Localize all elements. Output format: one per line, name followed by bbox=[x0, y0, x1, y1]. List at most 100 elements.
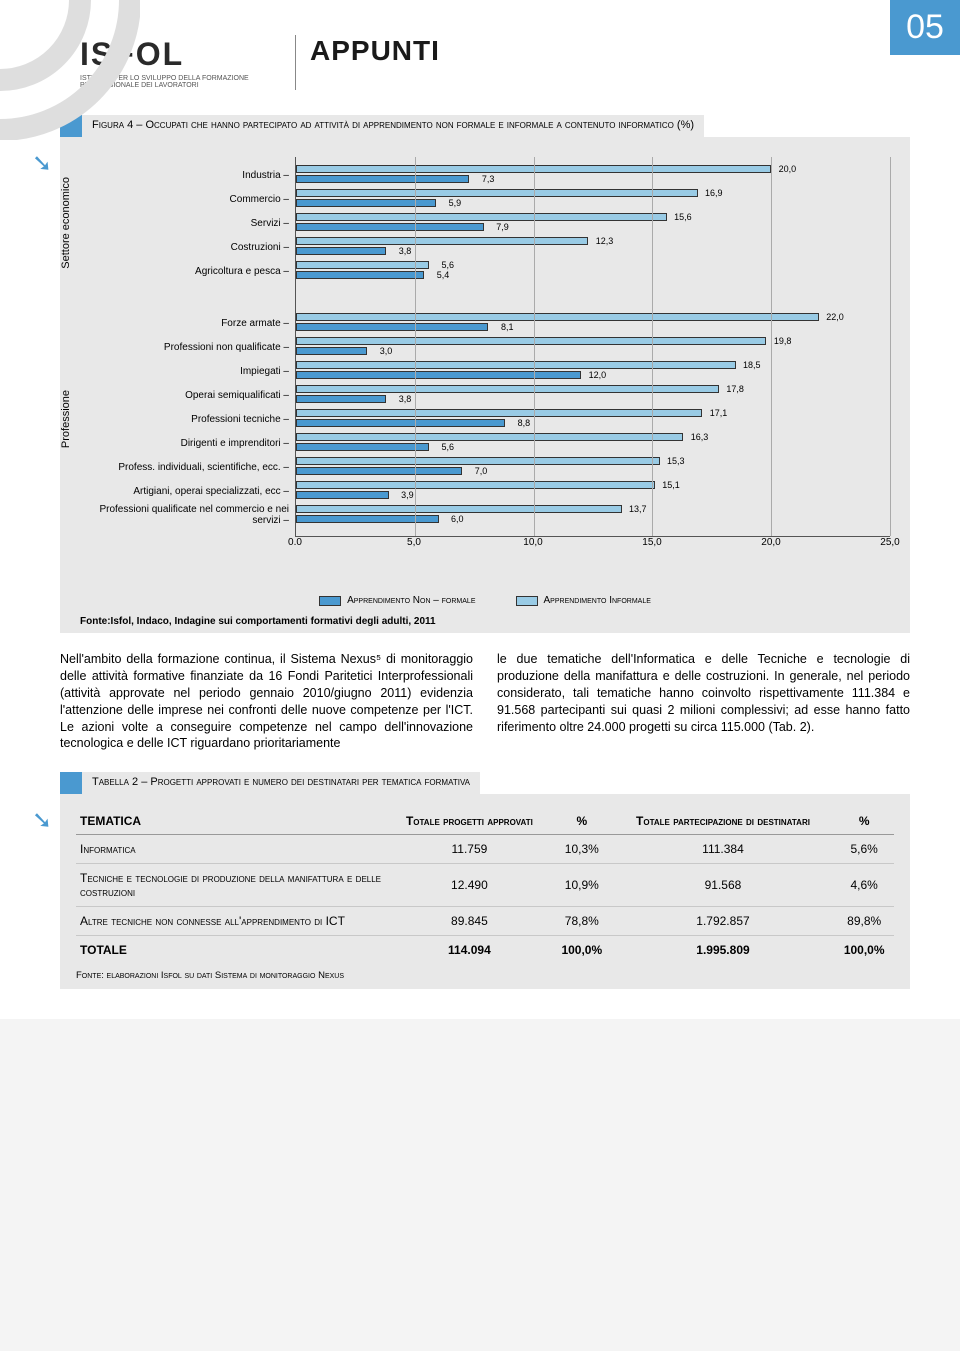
bar-informale: 12,3 bbox=[296, 237, 588, 245]
y-axis-group-label: Settore economico bbox=[60, 177, 72, 269]
table-cell: 89.845 bbox=[387, 907, 552, 936]
table-cell: 10,3% bbox=[552, 835, 612, 864]
table-row: Altre tecniche non connesse all'apprendi… bbox=[76, 907, 894, 936]
bar-value: 16,9 bbox=[705, 188, 723, 198]
table-cell: 111.384 bbox=[612, 835, 835, 864]
table-caption: Tabella 2 – Progetti approvati e numero … bbox=[82, 772, 480, 794]
category-label: Profess. individuali, scientifiche, ecc.… bbox=[95, 455, 295, 479]
table-cell: 89,8% bbox=[834, 907, 894, 936]
table-row: Tecniche e tecnologie di produzione dell… bbox=[76, 864, 894, 907]
bar-informale: 13,7 bbox=[296, 505, 622, 513]
bar-value: 5,9 bbox=[449, 198, 462, 208]
bar-value: 3,8 bbox=[399, 246, 412, 256]
table-cell: 4,6% bbox=[834, 864, 894, 907]
bar-informale: 19,8 bbox=[296, 337, 766, 345]
y-axis-group-label: Professione bbox=[60, 390, 72, 448]
x-tick: 25,0 bbox=[880, 537, 899, 548]
corner-ornament bbox=[0, 0, 140, 140]
bar-informale: 18,5 bbox=[296, 361, 736, 369]
bar-nonformale: 5,6 bbox=[296, 443, 429, 451]
category-label: Operai semiqualificati – bbox=[95, 383, 295, 407]
table-row: TOTALE114.094100,0%1.995.809100,0% bbox=[76, 936, 894, 965]
category-label: Professioni qualificate nel commercio e … bbox=[95, 503, 295, 527]
table-cell: TOTALE bbox=[76, 936, 387, 965]
bar-value: 17,1 bbox=[710, 408, 728, 418]
bar-informale: 16,3 bbox=[296, 433, 683, 441]
category-label: Servizi – bbox=[95, 211, 295, 235]
bar-nonformale: 8,8 bbox=[296, 419, 505, 427]
title-divider bbox=[295, 35, 296, 90]
figure-arrow-icon: ➘ bbox=[32, 149, 52, 178]
page-number: 05 bbox=[890, 0, 960, 55]
bar-nonformale: 5,4 bbox=[296, 271, 424, 279]
table-header: % bbox=[834, 808, 894, 835]
table-2: Tabella 2 – Progetti approvati e numero … bbox=[60, 772, 910, 989]
x-tick: 0.0 bbox=[288, 537, 302, 548]
bar-informale: 16,9 bbox=[296, 189, 698, 197]
bar-value: 12,3 bbox=[596, 236, 614, 246]
bar-value: 3,0 bbox=[380, 346, 393, 356]
section-title: APPUNTI bbox=[310, 35, 440, 71]
bar-nonformale: 8,1 bbox=[296, 323, 488, 331]
bar-nonformale: 3,0 bbox=[296, 347, 367, 355]
table-cell: 12.490 bbox=[387, 864, 552, 907]
bar-nonformale: 3,9 bbox=[296, 491, 389, 499]
bar-informale: 15,3 bbox=[296, 457, 660, 465]
legend-inf: Apprendimento Informale bbox=[544, 595, 651, 606]
bar-value: 5,6 bbox=[442, 442, 455, 452]
table-tab-square bbox=[60, 772, 82, 794]
table-cell: Informatica bbox=[76, 835, 387, 864]
category-label: Costruzioni – bbox=[95, 235, 295, 259]
table-cell: 78,8% bbox=[552, 907, 612, 936]
bar-nonformale: 3,8 bbox=[296, 395, 386, 403]
bar-informale: 17,1 bbox=[296, 409, 702, 417]
category-label: Professioni non qualificate – bbox=[95, 335, 295, 359]
x-tick: 10,0 bbox=[523, 537, 542, 548]
figure-caption: Figura 4 – Occupati che hanno partecipat… bbox=[82, 115, 704, 137]
bar-nonformale: 12,0 bbox=[296, 371, 581, 379]
category-label: Commercio – bbox=[95, 187, 295, 211]
x-tick: 15,0 bbox=[642, 537, 661, 548]
figure-source: Fonte:Isfol, Indaco, Indagine sui compor… bbox=[80, 616, 890, 627]
table-row: Informatica11.75910,3%111.3845,6% bbox=[76, 835, 894, 864]
table-cell: 11.759 bbox=[387, 835, 552, 864]
table-cell: Altre tecniche non connesse all'apprendi… bbox=[76, 907, 387, 936]
table-cell: 10,9% bbox=[552, 864, 612, 907]
bar-nonformale: 7,3 bbox=[296, 175, 469, 183]
x-tick: 20,0 bbox=[761, 537, 780, 548]
bar-value: 7,3 bbox=[482, 174, 495, 184]
bar-value: 5,6 bbox=[442, 260, 455, 270]
bar-nonformale: 6,0 bbox=[296, 515, 439, 523]
bar-value: 15,6 bbox=[674, 212, 692, 222]
table-cell: 114.094 bbox=[387, 936, 552, 965]
table-cell: 5,6% bbox=[834, 835, 894, 864]
body-text: Nell'ambito della formazione continua, i… bbox=[60, 651, 910, 752]
table-header: Totale progetti approvati bbox=[387, 808, 552, 835]
bar-nonformale: 7,9 bbox=[296, 223, 484, 231]
table-cell: 1.792.857 bbox=[612, 907, 835, 936]
table-header: TEMATICA bbox=[76, 808, 387, 835]
bar-value: 8,1 bbox=[501, 322, 514, 332]
bar-informale: 22,0 bbox=[296, 313, 819, 321]
bar-value: 15,3 bbox=[667, 456, 685, 466]
bar-informale: 15,6 bbox=[296, 213, 667, 221]
category-label: Agricoltura e pesca – bbox=[95, 259, 295, 283]
bar-value: 22,0 bbox=[826, 312, 844, 322]
table-arrow-icon: ➘ bbox=[32, 806, 52, 835]
legend-nf: Apprendimento Non – formale bbox=[347, 595, 475, 606]
bar-informale: 15,1 bbox=[296, 481, 655, 489]
category-label: Impiegati – bbox=[95, 359, 295, 383]
table: TEMATICATotale progetti approvati%Totale… bbox=[76, 808, 894, 964]
bar-nonformale: 7,0 bbox=[296, 467, 462, 475]
figure-4: Figura 4 – Occupati che hanno partecipat… bbox=[60, 115, 910, 633]
table-cell: 1.995.809 bbox=[612, 936, 835, 965]
bar-value: 20,0 bbox=[779, 164, 797, 174]
table-cell: 100,0% bbox=[834, 936, 894, 965]
table-header: Totale partecipazione di destinatari bbox=[612, 808, 835, 835]
bar-informale: 5,6 bbox=[296, 261, 429, 269]
bar-value: 16,3 bbox=[691, 432, 709, 442]
bar-value: 3,9 bbox=[401, 490, 414, 500]
category-label: Dirigenti e imprenditori – bbox=[95, 431, 295, 455]
bar-value: 13,7 bbox=[629, 504, 647, 514]
bar-informale: 17,8 bbox=[296, 385, 719, 393]
